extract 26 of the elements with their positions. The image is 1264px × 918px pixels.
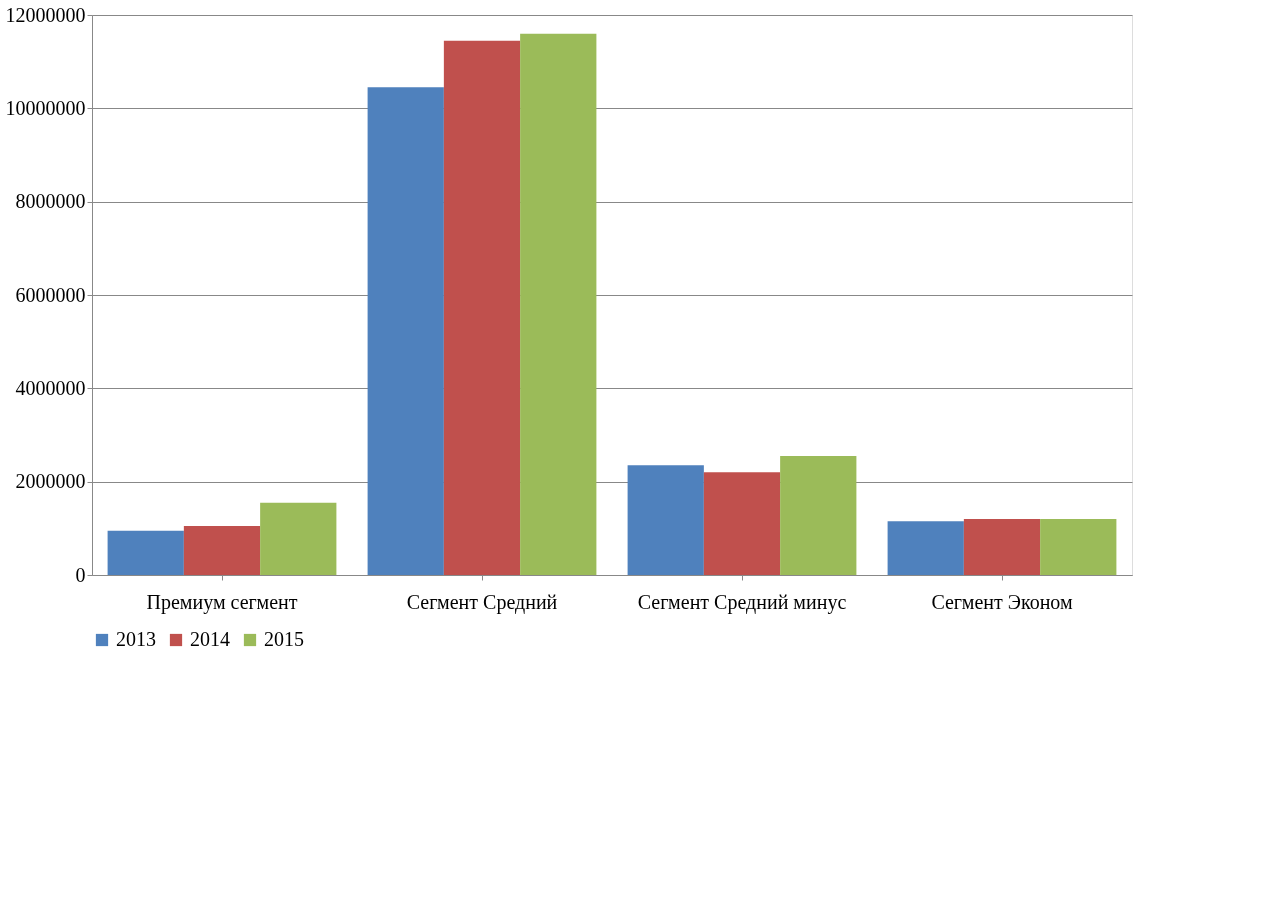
bar [260, 502, 337, 575]
x-tick-label: Сегмент Средний [406, 590, 558, 614]
bar [183, 526, 261, 575]
bar [443, 40, 521, 575]
bar [1040, 519, 1117, 575]
bar [627, 465, 704, 575]
legend-label: 2015 [264, 628, 304, 650]
y-tick-label: 8000000 [15, 190, 86, 213]
x-tick-label: Сегмент Эконом [931, 590, 1073, 613]
y-tick-label: 10000000 [5, 96, 86, 119]
y-tick-label: 2000000 [15, 470, 86, 493]
y-tick-label: 0 [75, 563, 86, 586]
bar [107, 530, 184, 575]
bar [963, 519, 1041, 575]
y-tick-label: 4000000 [15, 376, 86, 399]
bar [703, 472, 781, 575]
legend-label: 2013 [116, 628, 156, 650]
x-tick-label: Премиум сегмент [146, 590, 298, 614]
bar [780, 456, 857, 575]
bar [520, 33, 597, 575]
bar [367, 87, 444, 575]
x-tick-label: Сегмент Средний минус [637, 590, 847, 614]
bar [887, 521, 964, 575]
y-tick-label: 6000000 [15, 283, 86, 306]
y-tick-label: 12000000 [5, 3, 86, 26]
legend-label: 2014 [190, 628, 230, 650]
